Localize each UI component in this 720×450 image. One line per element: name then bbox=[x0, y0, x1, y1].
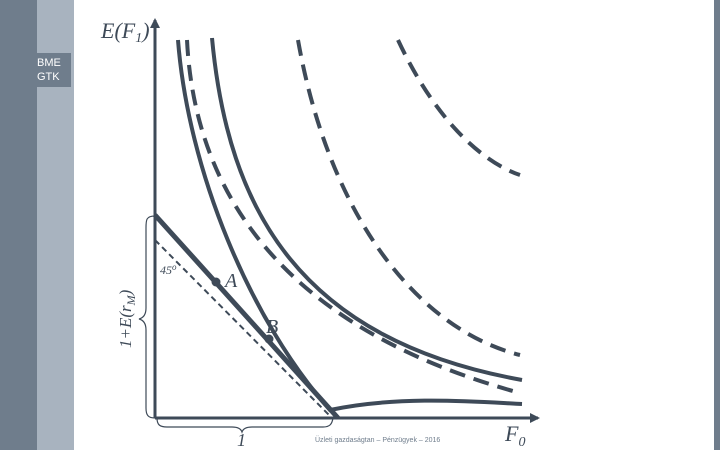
angle-label: 45o bbox=[160, 262, 177, 277]
page-number: 42 bbox=[704, 436, 712, 443]
y-brace bbox=[138, 215, 156, 419]
point-a-label: A bbox=[223, 270, 238, 292]
right-edge-strip bbox=[714, 0, 720, 450]
indifference-curve-dashed-2 bbox=[296, 39, 521, 357]
brace-label: 1+E(rM) bbox=[116, 289, 138, 348]
x-brace bbox=[156, 417, 334, 434]
y-axis-label: E(F1) bbox=[100, 18, 150, 46]
bme-gtk-logo: BME GTK bbox=[33, 53, 71, 87]
indifference-curve-solid-1 bbox=[176, 39, 523, 413]
indifference-curve-solid-2 bbox=[210, 37, 523, 382]
budget-line-dashed-45 bbox=[154, 239, 331, 417]
logo-line-2: GTK bbox=[37, 71, 60, 83]
budget-line-solid bbox=[153, 213, 340, 420]
logo-line-1: BME bbox=[37, 57, 61, 69]
point-b-label: B bbox=[266, 316, 278, 338]
point-b-marker bbox=[264, 334, 274, 344]
indifference-curve-dashed-3 bbox=[396, 39, 521, 177]
point-a-marker bbox=[211, 277, 221, 287]
footer-text: Üzleti gazdaságtan – Pénzügyek – 2016 bbox=[315, 437, 441, 444]
indifference-curve-dashed-1 bbox=[185, 39, 521, 395]
x-axis-label: F0 bbox=[504, 421, 525, 450]
x-brace-label: 1 bbox=[237, 430, 246, 450]
sidebar-dark-band bbox=[0, 0, 37, 450]
